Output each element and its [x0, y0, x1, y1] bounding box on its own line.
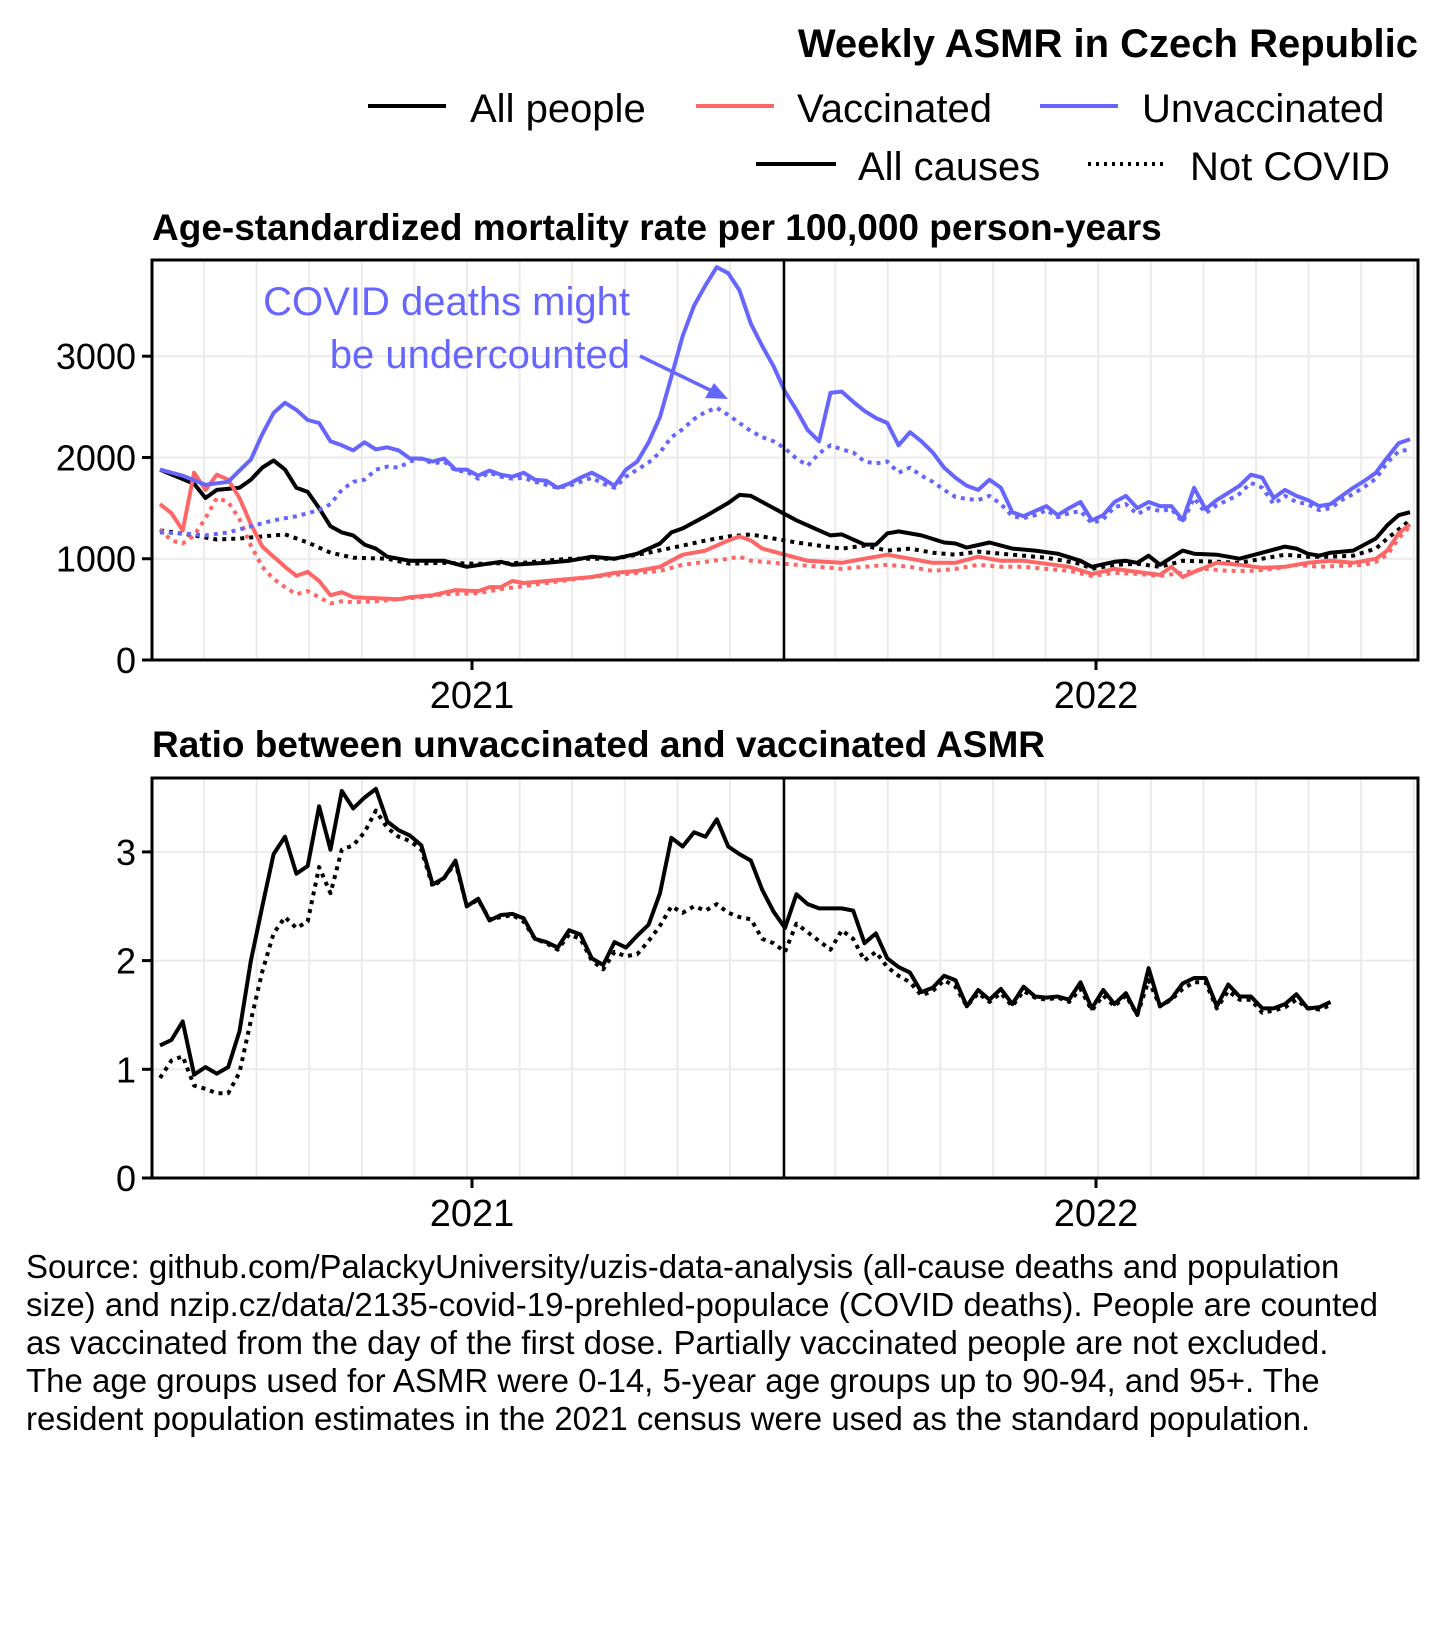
- legend-label-all-people: All people: [470, 87, 646, 131]
- asmr-y-tick-label: 0: [116, 640, 136, 681]
- legend-item-all-people: All people: [368, 87, 646, 131]
- asmr-series-unvaccinated-not-covid: [159, 405, 1411, 538]
- ratio-panel-title: Ratio between unvaccinated and vaccinate…: [152, 724, 1045, 765]
- annotation-arrow: [639, 354, 728, 399]
- ratio-plot-frame: [150, 776, 1420, 1180]
- asmr-series-vaccinated-all-causes: [158, 470, 1412, 602]
- legend-item-vaccinated: Vaccinated: [696, 87, 992, 131]
- ratio-panel: Ratio between unvaccinated and vaccinate…: [116, 724, 1420, 1235]
- legend-label-not-covid: Not COVID: [1190, 145, 1390, 189]
- asmr-x-tick-label: 2022: [1054, 675, 1139, 717]
- legend-label-all-causes: All causes: [858, 145, 1040, 189]
- asmr-y-axis: 0 1000 2000 3000: [56, 336, 152, 681]
- asmr-x-tick-label: 2021: [430, 675, 515, 717]
- ratio-y-tick-label: 3: [116, 832, 136, 873]
- asmr-plot-frame: [150, 258, 1420, 662]
- ratio-y-axis: 0 1 2 3: [116, 832, 152, 1199]
- source-note: Source: github.com/PalackyUniversity/uzi…: [26, 1248, 1388, 1437]
- asmr-series-unvaccinated-all-causes: [159, 265, 1411, 523]
- legend-item-unvaccinated: Unvaccinated: [1040, 87, 1384, 131]
- asmr-series-group: [158, 265, 1412, 606]
- asmr-y-tick-label: 1000: [56, 539, 136, 580]
- ratio-y-tick-label: 1: [116, 1049, 136, 1090]
- asmr-series-vaccinated-not-covid: [158, 496, 1412, 606]
- asmr-y-tick-label: 3000: [56, 336, 136, 377]
- ratio-x-axis: 2021 2022: [430, 1178, 1139, 1235]
- asmr-panel: Age-standardized mortality rate per 100,…: [56, 207, 1420, 717]
- ratio-y-tick-label: 2: [116, 941, 136, 982]
- ratio-x-tick-label: 2021: [430, 1193, 515, 1235]
- asmr-y-tick-label: 2000: [56, 437, 136, 478]
- annotation-line-2: be undercounted: [330, 333, 630, 377]
- ratio-series-ratio-all-causes: [159, 786, 1332, 1077]
- legend-groups: All people Vaccinated Unvaccinated: [368, 87, 1384, 131]
- legend-label-unvaccinated: Unvaccinated: [1142, 87, 1384, 131]
- legend-causes: All causes Not COVID: [756, 145, 1390, 189]
- legend-item-not-covid: Not COVID: [1088, 145, 1390, 189]
- legend-item-all-causes: All causes: [756, 145, 1040, 189]
- asmr-series-all-people-all-causes: [159, 458, 1411, 569]
- annotation-line-1: COVID deaths might: [263, 280, 630, 324]
- ratio-x-tick-label: 2022: [1054, 1193, 1139, 1235]
- asmr-series-all-people-not-covid: [159, 518, 1412, 571]
- asmr-x-axis: 2021 2022: [430, 660, 1139, 717]
- ratio-series-ratio-not-covid: [158, 808, 1332, 1096]
- ratio-series-group: [158, 786, 1332, 1096]
- legend-label-vaccinated: Vaccinated: [797, 87, 992, 131]
- ratio-y-tick-label: 0: [116, 1158, 136, 1199]
- figure-title: Weekly ASMR in Czech Republic: [798, 22, 1418, 66]
- asmr-panel-title: Age-standardized mortality rate per 100,…: [152, 207, 1162, 248]
